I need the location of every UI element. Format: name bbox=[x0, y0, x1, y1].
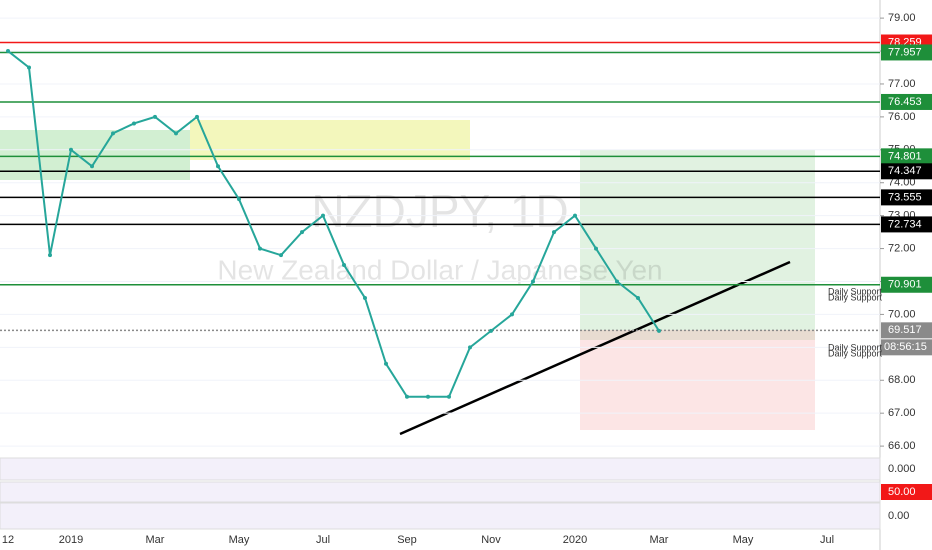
price-point bbox=[321, 213, 325, 218]
y-tick-label: 67.00 bbox=[888, 407, 916, 419]
x-tick-label: 12 bbox=[2, 534, 14, 546]
price-label-box bbox=[881, 148, 932, 165]
price-label: 77.957 bbox=[888, 46, 922, 58]
y-tick-label: 79.00 bbox=[888, 12, 916, 24]
price-label: 74.347 bbox=[888, 165, 922, 177]
price-point bbox=[216, 164, 220, 169]
price-point bbox=[531, 279, 535, 284]
price-point bbox=[363, 295, 367, 300]
price-point bbox=[237, 197, 241, 202]
x-tick-label: Mar bbox=[650, 534, 669, 546]
price-point bbox=[384, 361, 388, 366]
price-label: 69.517 bbox=[888, 324, 922, 336]
panel-label: 0.000 bbox=[888, 463, 916, 475]
y-tick-label: 66.00 bbox=[888, 440, 916, 452]
x-tick-label: Sep bbox=[397, 534, 417, 546]
price-point bbox=[132, 121, 136, 126]
support-label: Daily Support bbox=[828, 348, 883, 358]
price-point bbox=[6, 49, 10, 54]
x-tick-label: May bbox=[733, 534, 754, 546]
y-tick-label: 76.00 bbox=[888, 111, 916, 123]
indicator-panel bbox=[0, 481, 881, 503]
x-tick-label: 2020 bbox=[563, 534, 587, 546]
y-tick-label: 77.00 bbox=[888, 78, 916, 90]
price-point bbox=[489, 328, 493, 333]
price-label-box bbox=[881, 163, 932, 180]
price-point bbox=[426, 394, 430, 399]
price-label: 73.555 bbox=[888, 191, 922, 203]
price-point bbox=[447, 394, 451, 399]
price-label-box bbox=[881, 216, 932, 233]
price-label: 76.453 bbox=[888, 96, 922, 108]
price-point bbox=[48, 253, 52, 258]
price-label: 74.801 bbox=[888, 150, 922, 162]
price-label-box bbox=[881, 44, 932, 61]
indicator-panel bbox=[0, 502, 881, 530]
price-label-box bbox=[881, 322, 932, 339]
price-point bbox=[636, 295, 640, 300]
panel-label-box bbox=[881, 484, 932, 500]
panel-label: 0.00 bbox=[888, 510, 909, 522]
price-point bbox=[153, 114, 157, 119]
indicator-panel bbox=[0, 457, 881, 481]
countdown-box bbox=[881, 339, 932, 356]
zone bbox=[580, 150, 815, 340]
price-point bbox=[510, 312, 514, 317]
price-point bbox=[594, 246, 598, 251]
countdown: 08:56:15 bbox=[884, 341, 927, 353]
price-point bbox=[300, 230, 304, 235]
price-point bbox=[573, 213, 577, 218]
y-tick-label: 72.00 bbox=[888, 242, 916, 254]
support-label: Daily Support bbox=[828, 292, 883, 302]
price-point bbox=[69, 147, 73, 152]
plot-area bbox=[0, 0, 880, 455]
price-point bbox=[657, 328, 661, 333]
price-point bbox=[195, 114, 199, 119]
x-tick-label: Jul bbox=[316, 534, 330, 546]
price-label: 72.734 bbox=[888, 218, 922, 230]
watermark-title: NZDJPY, 1D bbox=[311, 185, 568, 237]
price-label: 70.901 bbox=[888, 279, 922, 291]
x-tick-label: 2019 bbox=[59, 534, 83, 546]
zone bbox=[0, 130, 190, 180]
y-tick-label: 74.00 bbox=[888, 177, 916, 189]
trendline bbox=[399, 260, 791, 436]
support-label: Daily Support bbox=[828, 342, 883, 352]
price-point bbox=[174, 131, 178, 136]
price-point bbox=[279, 253, 283, 258]
price-line bbox=[7, 50, 660, 398]
x-tick-label: Jul bbox=[820, 534, 834, 546]
price-point bbox=[615, 279, 619, 284]
price-point bbox=[258, 246, 262, 251]
price-point bbox=[468, 345, 472, 350]
price-point bbox=[342, 263, 346, 268]
x-tick-label: May bbox=[229, 534, 250, 546]
panel-label: 50.00 bbox=[888, 486, 916, 498]
y-tick-label: 68.00 bbox=[888, 374, 916, 386]
price-label-box bbox=[881, 189, 932, 206]
price-point bbox=[405, 394, 409, 399]
price-label-box bbox=[881, 93, 932, 110]
watermark-subtitle: New Zealand Dollar / Japanese Yen bbox=[217, 254, 662, 285]
price-label-box bbox=[881, 276, 932, 293]
x-tick-label: Nov bbox=[481, 534, 501, 546]
price-point bbox=[27, 65, 31, 70]
y-tick-label: 70.00 bbox=[888, 308, 916, 320]
x-tick-label: Mar bbox=[146, 534, 165, 546]
panel-label-box bbox=[881, 508, 932, 524]
zone bbox=[190, 120, 470, 160]
price-point bbox=[111, 131, 115, 136]
price-point bbox=[552, 230, 556, 235]
panel-label-box bbox=[881, 461, 932, 477]
price-point bbox=[90, 164, 94, 169]
support-label: Daily Support bbox=[828, 286, 883, 296]
